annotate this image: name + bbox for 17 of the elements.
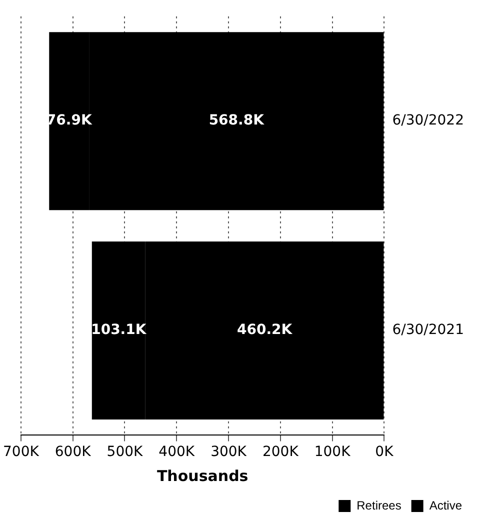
x-tick-label: 100K — [314, 444, 352, 460]
x-tick-label: 500K — [106, 444, 144, 460]
x-tick-label: 200K — [262, 444, 300, 460]
y-tick-label: 6/30/2022 — [392, 112, 464, 129]
data-label: 103.1K — [91, 322, 148, 338]
x-tick-label: 700K — [3, 444, 40, 460]
x-tick-label: 400K — [158, 444, 196, 460]
legend-label: Retirees — [356, 498, 402, 512]
legend-label: Active — [429, 498, 462, 512]
data-label: 568.8K — [208, 112, 266, 129]
x-tick-label: 600K — [54, 444, 92, 460]
y-tick-label: 6/30/2021 — [392, 322, 464, 338]
data-label: 76.9K — [46, 112, 93, 129]
data-label: 460.2K — [236, 322, 294, 338]
x-tick-label: 300K — [210, 444, 248, 460]
x-tick-label: 0K — [375, 444, 394, 460]
x-axis-title: Thousands — [156, 466, 248, 485]
